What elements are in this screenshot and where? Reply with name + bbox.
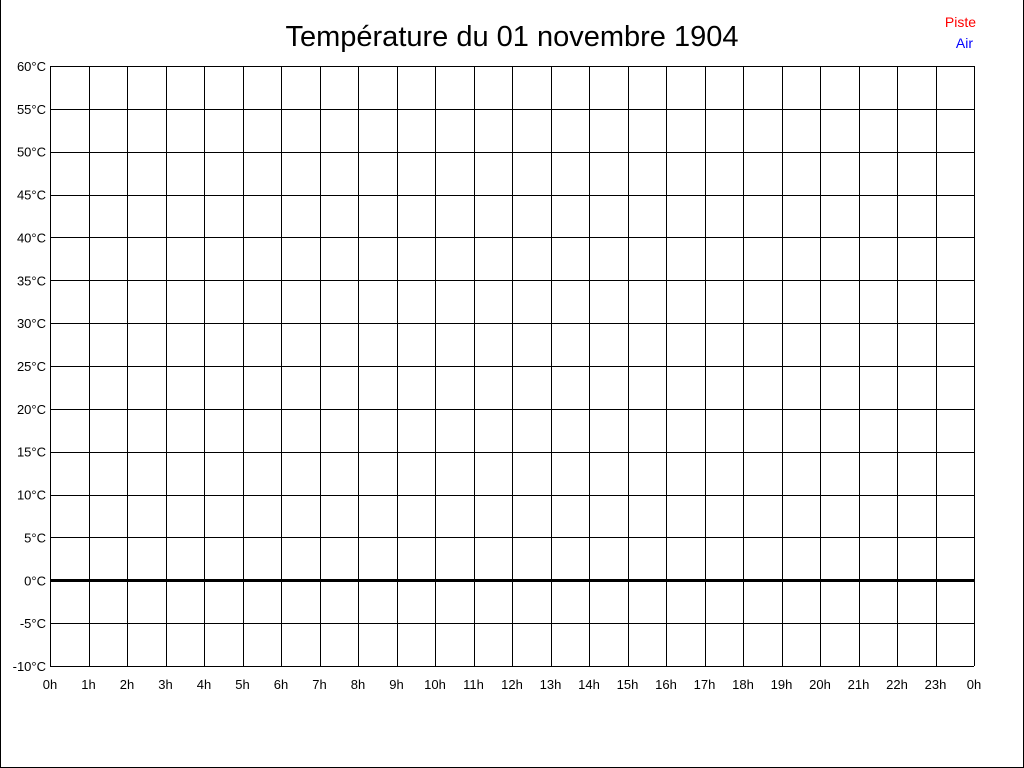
x-tick-label: 19h [771,677,793,692]
y-tick-label: -5°C [20,616,46,631]
y-tick-label: -10°C [13,659,46,674]
x-tick-label: 0h [43,677,57,692]
x-tick-label: 11h [463,677,484,692]
x-tick-label: 18h [732,677,754,692]
x-tick-label: 13h [540,677,562,692]
x-tick-label: 1h [81,677,95,692]
y-tick-label: 30°C [17,316,46,331]
x-tick-label: 20h [809,677,831,692]
x-tick-label: 10h [424,677,446,692]
y-tick-label: 35°C [17,273,46,288]
x-tick-label: 7h [312,677,326,692]
y-tick-label: 55°C [17,102,46,117]
x-tick-label: 5h [235,677,249,692]
y-tick-label: 0°C [24,573,46,588]
x-tick-label: 12h [501,677,523,692]
x-tick-label: 22h [886,677,908,692]
chart-title: Température du 01 novembre 1904 [285,21,738,53]
x-tick-label: 21h [848,677,870,692]
legend-piste: Piste [945,14,976,30]
y-tick-label: 5°C [24,530,46,545]
y-tick-label: 40°C [17,230,46,245]
y-tick-label: 10°C [17,488,46,503]
y-tick-label: 25°C [17,359,46,374]
x-tick-label: 16h [655,677,677,692]
legend-air: Air [956,35,973,51]
x-tick-label: 6h [274,677,288,692]
x-tick-label: 17h [694,677,716,692]
y-tick-label: 45°C [17,188,46,203]
y-tick-label: 50°C [17,145,46,160]
x-tick-label: 14h [578,677,600,692]
x-tick-label: 8h [351,677,365,692]
x-tick-label: 23h [925,677,947,692]
y-tick-label: 20°C [17,402,46,417]
y-tick-label: 60°C [17,59,46,74]
x-tick-label: 3h [158,677,172,692]
x-tick-label: 0h [967,677,981,692]
x-tick-label: 15h [617,677,639,692]
y-tick-label: 15°C [17,445,46,460]
x-tick-label: 4h [197,677,211,692]
x-tick-label: 2h [120,677,134,692]
x-tick-label: 9h [389,677,403,692]
